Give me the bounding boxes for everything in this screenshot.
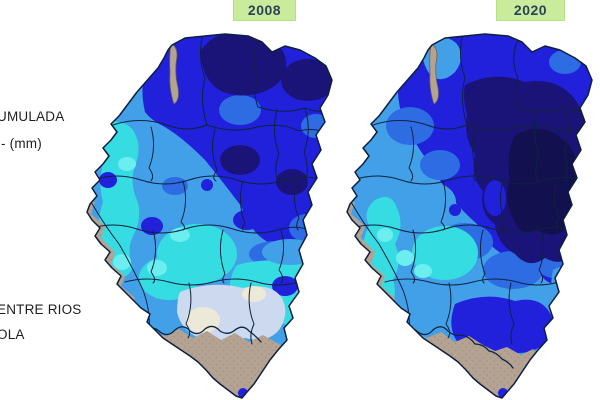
precip-contours-2020 — [347, 34, 592, 398]
dry-area-southwest-2020 — [347, 198, 557, 398]
year-text-2008: 2008 — [247, 2, 282, 18]
river-sliver-2008 — [169, 43, 179, 105]
delta-boundary-2008 — [144, 325, 262, 343]
caption-fragment-acumulada: UMULADA — [0, 109, 65, 124]
year-label-2020: 2020 — [496, 0, 565, 21]
caption-fragment-ola: OLA — [0, 327, 25, 342]
map-entre-rios-2020 — [346, 33, 593, 399]
map-entre-rios-2008 — [86, 33, 333, 399]
river-sliver-2020 — [429, 43, 439, 105]
year-label-2008: 2008 — [233, 0, 296, 21]
precip-contours-2008 — [87, 34, 332, 398]
caption-fragment-entre-rios: ENTRE RIOS — [0, 302, 82, 317]
year-text-2020: 2020 — [513, 2, 548, 18]
caption-fragment-mm: - (mm) — [1, 136, 42, 151]
delta-boundary-2020 — [402, 326, 514, 369]
dry-area-southwest-2008 — [87, 198, 299, 398]
